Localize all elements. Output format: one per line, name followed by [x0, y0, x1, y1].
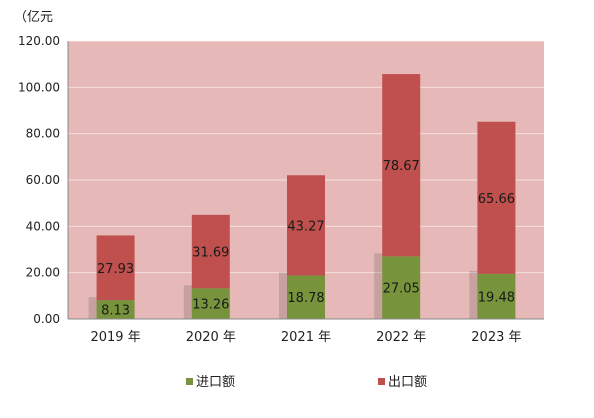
unit-label: （亿元 — [14, 10, 54, 25]
bar-export — [191, 214, 230, 289]
bar-import — [382, 256, 421, 319]
y-tick-label: 40.00 — [26, 219, 60, 233]
x-tick-label: 2019 年 — [90, 330, 140, 345]
data-label-export: 78.67 — [383, 159, 420, 174]
legend-swatch-import — [186, 378, 193, 385]
y-tick-label: 60.00 — [26, 173, 60, 187]
legend-label-export: 出口额 — [388, 375, 427, 390]
y-tick-label: 80.00 — [26, 127, 60, 141]
bar-export — [287, 175, 325, 276]
bar-import — [287, 275, 325, 319]
y-tick-label: 120.00 — [18, 34, 60, 48]
data-label-export: 65.66 — [478, 192, 515, 207]
bar-import — [96, 300, 135, 319]
data-label-import: 13.26 — [192, 298, 229, 313]
y-tick-label: 100.00 — [18, 80, 60, 94]
x-tick-label: 2021 年 — [281, 330, 331, 345]
bar-export — [382, 74, 421, 257]
data-label-import: 27.05 — [383, 282, 420, 297]
bar-import — [191, 288, 230, 319]
data-label-export: 27.93 — [97, 262, 134, 277]
x-tick-label: 2020 年 — [186, 330, 236, 345]
legend-swatch-export — [378, 378, 385, 385]
y-tick-label: 20.00 — [26, 266, 60, 280]
legend-label-import: 进口额 — [196, 375, 235, 390]
x-tick-label: 2023 年 — [471, 330, 521, 345]
x-tick-label: 2022 年 — [376, 330, 426, 345]
data-label-export: 31.69 — [192, 246, 229, 261]
y-tick-label: 0.00 — [33, 312, 60, 326]
bar-export — [477, 121, 516, 274]
data-label-import: 19.48 — [478, 290, 515, 305]
data-label-import: 18.78 — [287, 291, 324, 306]
bar-import — [477, 273, 516, 319]
data-label-export: 43.27 — [287, 219, 324, 234]
bar-export — [96, 235, 135, 301]
data-label-import: 8.13 — [101, 304, 130, 319]
